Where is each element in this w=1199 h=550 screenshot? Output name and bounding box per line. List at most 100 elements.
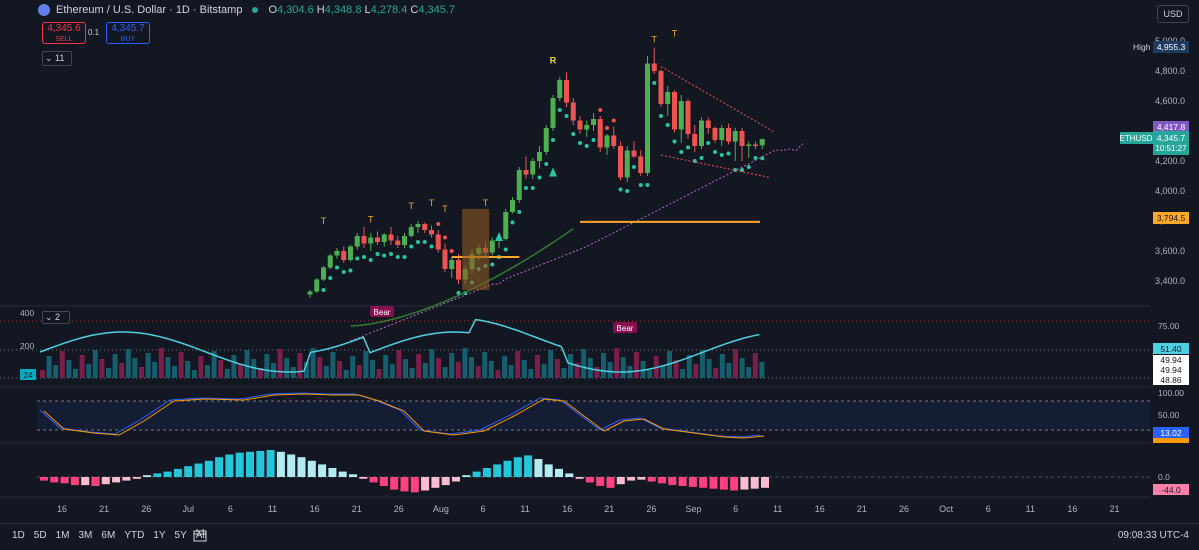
volume-bar <box>422 363 428 378</box>
range-button-3m[interactable]: 3M <box>78 530 93 541</box>
stochastic-pane[interactable]: 100.00 50.00 13.02 <box>37 388 1189 443</box>
volume-bar <box>541 364 547 378</box>
candle-body <box>530 161 536 175</box>
candle-body <box>368 237 374 244</box>
chart-canvas[interactable]: 5,000.04,800.04,600.04,400.04,200.04,000… <box>0 0 1199 523</box>
buy-signal-triangle <box>495 232 503 241</box>
time-tick-label: 11 <box>773 504 782 514</box>
histogram-bar <box>400 477 409 492</box>
symbol-title[interactable]: Ethereum / U.S. Dollar · 1D · Bitstamp <box>56 4 243 16</box>
trend-dot <box>348 268 353 273</box>
volume-bar <box>601 353 606 378</box>
time-tick-label: 21 <box>1109 504 1119 514</box>
volume-bar <box>106 368 111 378</box>
trend-dot <box>659 114 663 118</box>
volume-bar <box>733 349 738 378</box>
histogram-bar <box>606 477 615 488</box>
range-button-1d[interactable]: 1D <box>12 530 25 541</box>
low-label: L <box>364 4 371 16</box>
histogram-bar <box>740 477 749 490</box>
trend-dot <box>503 247 508 252</box>
price-axis[interactable]: 5,000.04,800.04,600.04,400.04,200.04,000… <box>1155 36 1185 286</box>
channel-upper-line <box>660 66 776 133</box>
candle-body <box>341 251 347 260</box>
trend-dot <box>679 150 684 154</box>
market-status-icon <box>252 7 259 13</box>
candle-body <box>685 101 691 134</box>
range-button-6m[interactable]: 6M <box>101 530 116 541</box>
trend-dot <box>321 288 326 292</box>
clock[interactable]: 09:08:33 UTC-4 <box>1117 530 1189 541</box>
ohlc-readout: O4,304.6 H4,348.8 L4,278.4 C4,345.7 <box>268 4 455 16</box>
volume-bar <box>634 352 639 378</box>
time-tick-label: 6 <box>986 504 991 514</box>
candle-body <box>577 120 583 130</box>
volume-bar <box>548 350 554 378</box>
histogram-pane[interactable]: 0.0 -44.0 <box>37 450 1189 495</box>
calendar-icon[interactable] <box>193 529 207 542</box>
volume-bar <box>462 348 468 378</box>
indicators-toggle-button[interactable]: ⌄ 11 <box>42 51 72 66</box>
range-button-5y[interactable]: 5Y <box>174 530 187 541</box>
trend-dot <box>530 186 535 190</box>
histogram-bar <box>318 464 327 477</box>
candle-body <box>550 98 556 128</box>
volume-bar <box>442 367 448 378</box>
sell-button[interactable]: 4,345.6 SELL <box>42 22 86 44</box>
pane-indicators-count: 2 <box>55 312 61 322</box>
volume-bar <box>614 348 620 378</box>
range-button-1m[interactable]: 1M <box>55 530 70 541</box>
volume-bar <box>53 365 59 378</box>
trend-dot <box>510 220 515 225</box>
volume-bar <box>436 358 441 378</box>
volume-bar <box>746 367 752 378</box>
trend-dot <box>355 256 360 261</box>
histogram-bar <box>184 466 193 477</box>
volume-bar <box>323 366 329 378</box>
volume-bar <box>132 358 138 378</box>
trend-dot <box>429 244 434 249</box>
candle-body <box>678 101 684 130</box>
time-axis[interactable]: 16 21 26 Jul 6 11 16 21 26 Aug 6 11 16 21 26 Sep 6 11 16 21… <box>57 504 1120 514</box>
histogram-bar <box>276 451 285 477</box>
open-value: 4,304.6 <box>277 4 314 16</box>
histogram-bar <box>441 477 450 486</box>
trend-dot <box>632 165 636 169</box>
volume-bar <box>218 360 224 378</box>
pane-indicators-toggle-button[interactable]: ⌄ 2 <box>42 311 70 324</box>
range-button-ytd[interactable]: YTD <box>124 530 145 541</box>
candle-body <box>422 224 428 230</box>
time-tick-label: Oct <box>939 504 954 514</box>
range-button-5d[interactable]: 5D <box>33 530 47 541</box>
histogram-bar <box>668 477 677 486</box>
candle-body <box>375 237 380 242</box>
histogram-bar <box>410 477 419 493</box>
histogram-bar <box>616 477 625 485</box>
candle-body <box>321 267 326 280</box>
candle-body <box>564 80 569 103</box>
currency-select[interactable]: USD <box>1157 5 1189 23</box>
time-tick-label: 16 <box>57 504 67 514</box>
range-button-1y[interactable]: 1Y <box>153 530 166 541</box>
volume-bar <box>376 369 382 378</box>
volume-bar <box>495 370 501 378</box>
price-tick-label: 3,400.0 <box>1155 276 1185 286</box>
volume-bar <box>706 359 712 378</box>
trend-dot <box>557 108 562 112</box>
axis-right-label: 0.0 <box>1158 472 1170 482</box>
range-button-all[interactable]: All <box>195 530 207 541</box>
histogram-bar <box>627 477 636 481</box>
buy-button[interactable]: 4,345.7 BUY <box>106 22 150 44</box>
volume-bar <box>59 351 65 378</box>
left-badge-bg <box>20 369 36 380</box>
level-tag-bg <box>1153 121 1189 133</box>
volume-bar <box>79 355 85 378</box>
candle-body <box>314 279 320 292</box>
volume-bar <box>752 353 758 378</box>
stoch-k-value: 13.02 <box>1160 428 1182 438</box>
candle-body <box>584 125 590 130</box>
trend-dot <box>362 255 366 259</box>
histogram-bar <box>719 477 728 490</box>
